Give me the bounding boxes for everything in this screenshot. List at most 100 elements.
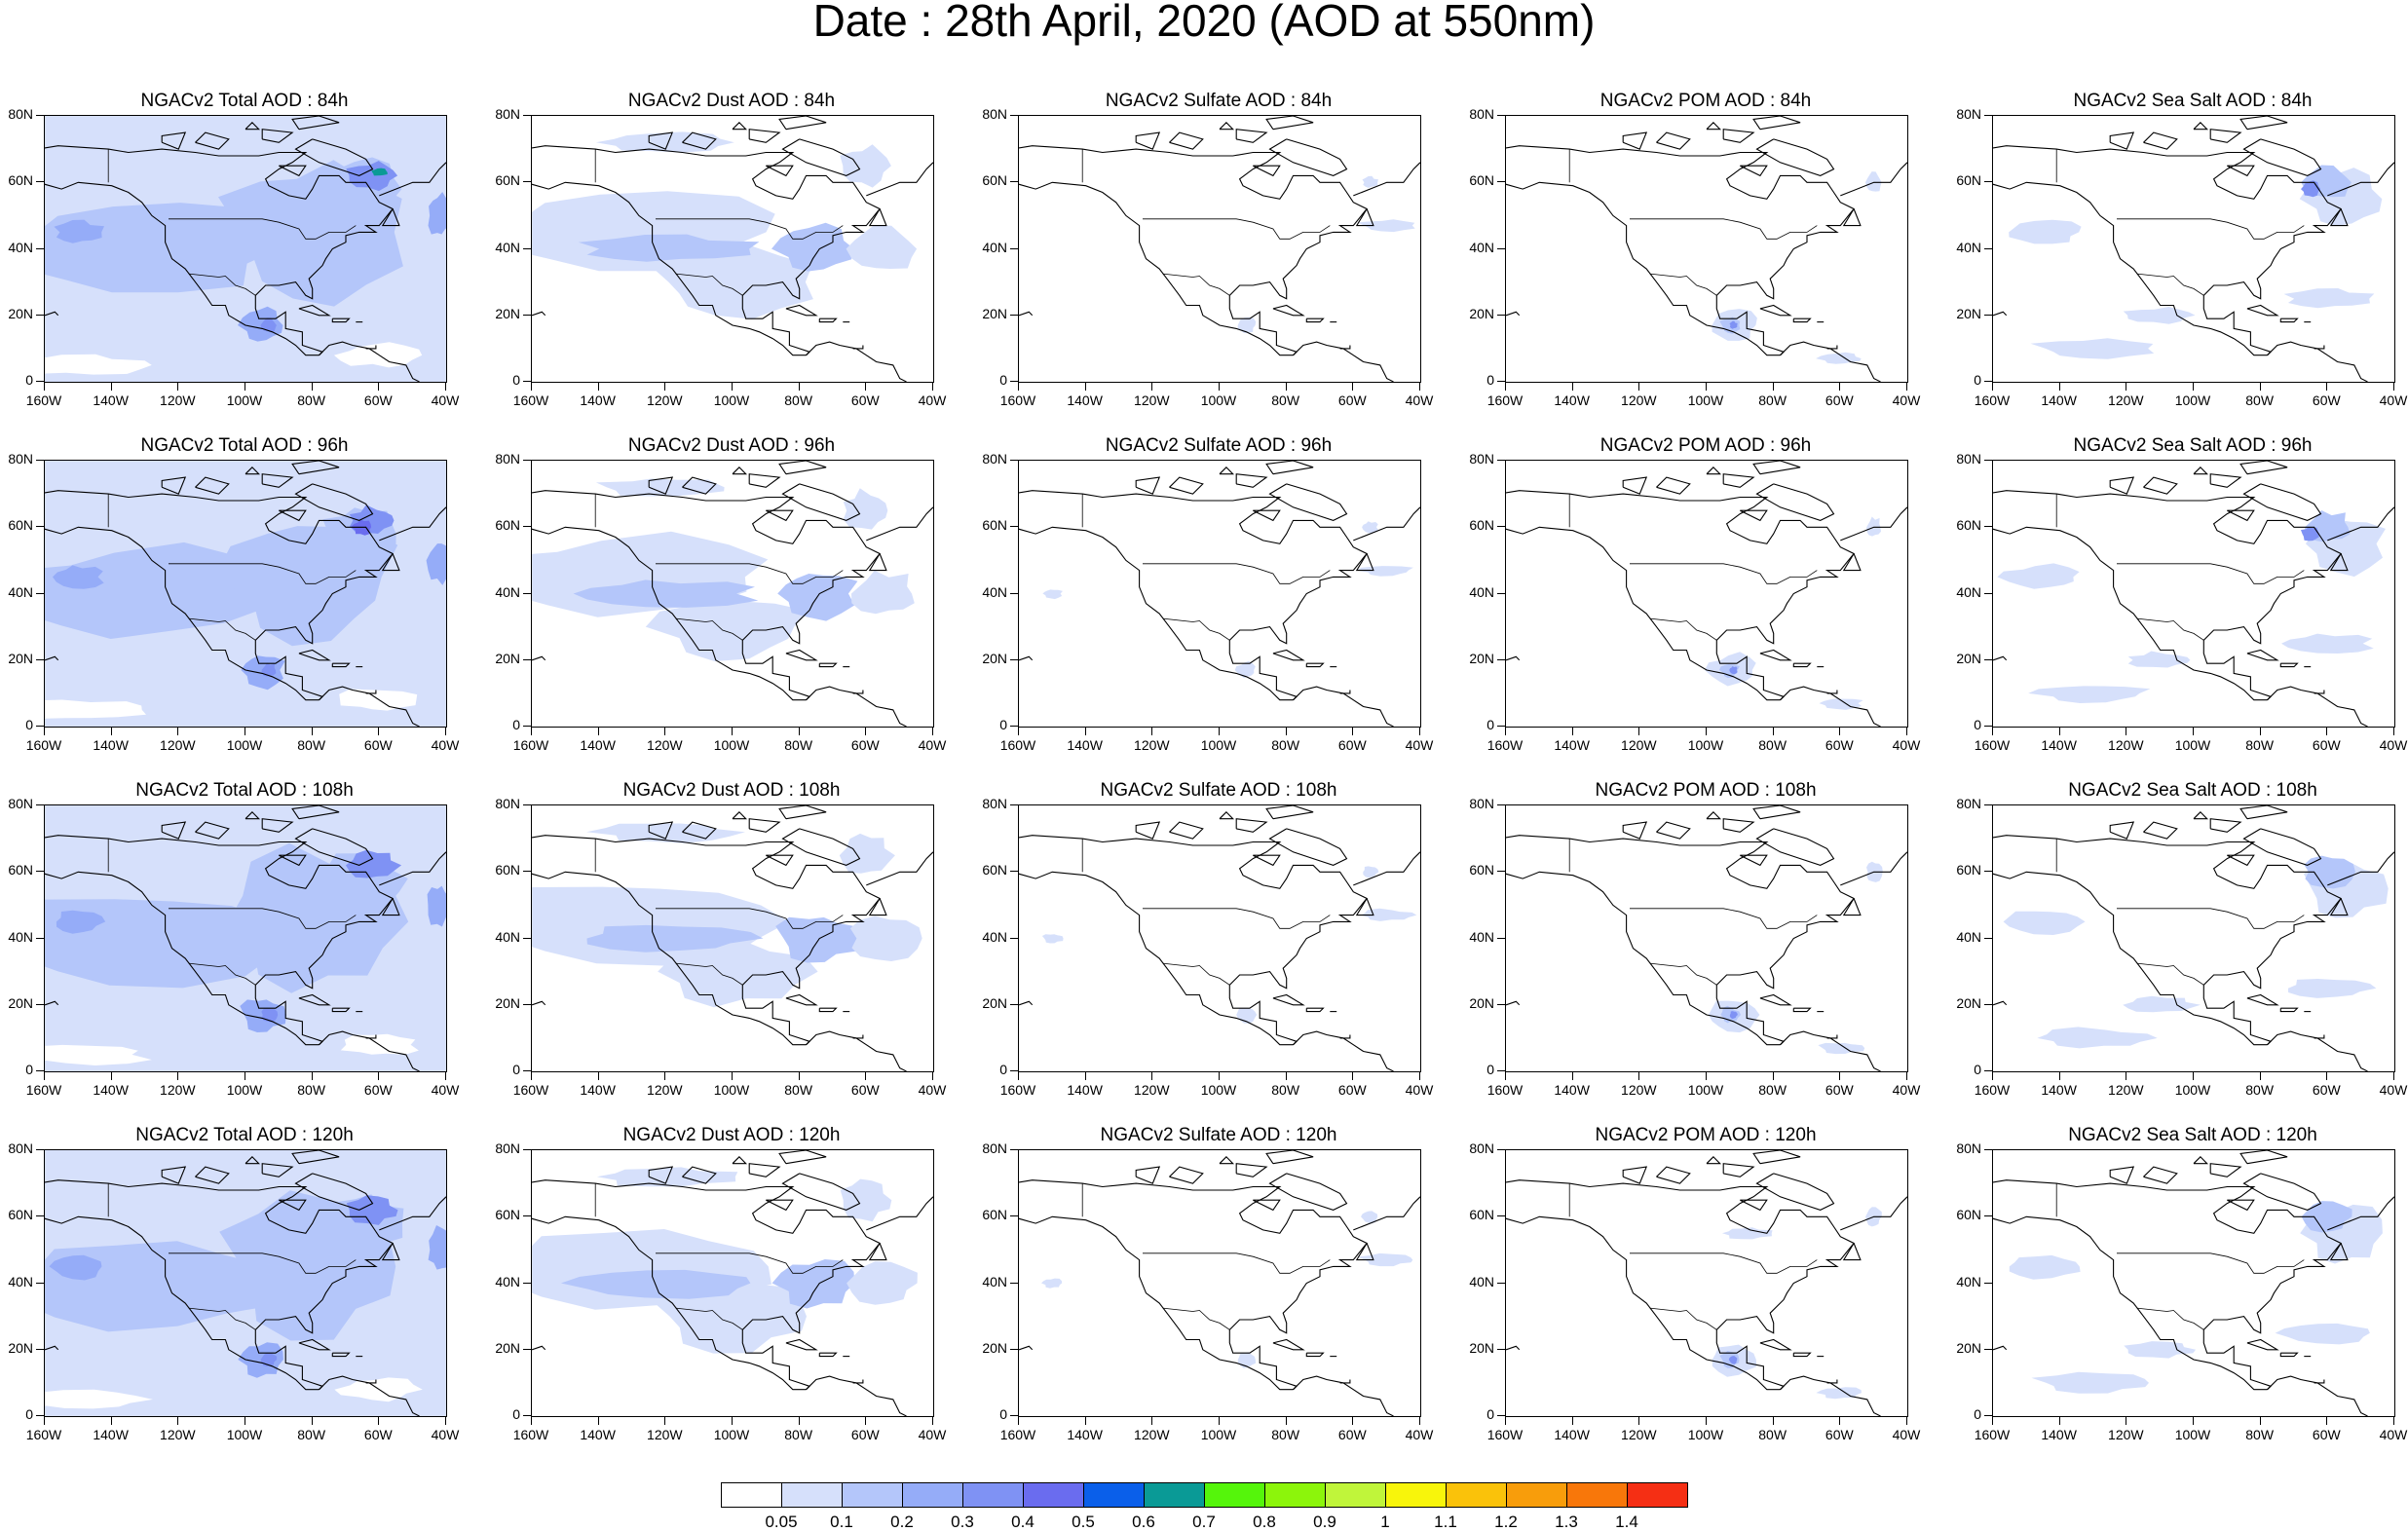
latitude-label: 60N xyxy=(982,172,1007,189)
coastline xyxy=(2314,345,2325,350)
longitude-label: 40W xyxy=(1892,1427,1921,1442)
map-svg xyxy=(532,1150,933,1416)
aod-contour-area xyxy=(2275,1323,2370,1345)
longitude-tick xyxy=(531,383,532,391)
latitude-label: 40N xyxy=(1469,928,1494,945)
latitude-label: 60N xyxy=(1956,862,1981,878)
longitude-label: 100W xyxy=(226,392,263,408)
coastline xyxy=(1235,473,1268,488)
coastline xyxy=(2279,1352,2299,1358)
longitude-label: 120W xyxy=(2108,1082,2144,1098)
longitude-label: 80W xyxy=(784,1427,813,1442)
longitude-tick xyxy=(932,383,933,391)
latitude-label: 0 xyxy=(25,1406,33,1422)
longitude-label: 40W xyxy=(1892,1082,1921,1098)
coastline xyxy=(2209,1163,2242,1177)
coastline xyxy=(1993,145,2342,356)
longitude-tick xyxy=(44,1072,45,1080)
coastline xyxy=(2209,818,2242,833)
longitude-tick xyxy=(311,728,313,735)
latitude-tick xyxy=(1010,247,1018,249)
map-svg xyxy=(1019,1150,1420,1416)
longitude-tick xyxy=(1992,728,1993,735)
longitude-tick xyxy=(732,728,733,735)
coastline xyxy=(1219,122,1235,131)
aod-contour-area xyxy=(2281,633,2374,654)
aod-contour-area xyxy=(260,318,277,332)
colorbar-swatch xyxy=(1506,1482,1567,1508)
longitude-label: 60W xyxy=(850,1427,880,1442)
latitude-tick xyxy=(1984,937,1992,939)
coastline xyxy=(261,1163,294,1177)
aod-contour-area xyxy=(2123,995,2201,1013)
latitude-tick xyxy=(1497,526,1505,528)
latitude-tick xyxy=(36,1070,44,1071)
coastline xyxy=(291,461,340,475)
coastline xyxy=(1169,131,1204,150)
aod-contour-area xyxy=(1356,566,1413,577)
coastline xyxy=(45,1000,59,1006)
coastline xyxy=(2143,131,2178,150)
coastline xyxy=(1339,345,1351,350)
latitude-label: 0 xyxy=(1486,1406,1494,1422)
latitude-label: 80N xyxy=(495,1140,520,1156)
border-line xyxy=(1630,563,1818,584)
coastline xyxy=(45,1215,320,1391)
coastline xyxy=(2227,854,2255,867)
map-svg xyxy=(1019,805,1420,1071)
longitude-tick xyxy=(1018,1072,1019,1080)
longitude-tick xyxy=(597,1072,599,1080)
latitude-label: 80N xyxy=(1469,106,1494,122)
longitude-tick xyxy=(1638,1072,1640,1080)
longitude-label: 140W xyxy=(580,1082,616,1098)
coastline xyxy=(2193,1156,2209,1165)
longitude-tick xyxy=(664,728,666,735)
latitude-tick xyxy=(1984,526,1992,528)
coastline xyxy=(2329,208,2349,227)
latitude-tick xyxy=(1010,1070,1018,1071)
coastline xyxy=(261,818,294,833)
coastline xyxy=(1353,162,1420,197)
map-svg xyxy=(532,805,933,1071)
coastline xyxy=(1235,129,1268,143)
coastline xyxy=(279,854,307,867)
latitude-label: 40N xyxy=(982,928,1007,945)
latitude-label: 20N xyxy=(8,305,33,321)
latitude-tick xyxy=(1984,1348,1992,1350)
longitude-label: 160W xyxy=(512,737,549,753)
latitude-label: 20N xyxy=(982,650,1007,666)
coastline xyxy=(294,1173,374,1211)
latitude-tick xyxy=(1984,1003,1992,1005)
longitude-tick xyxy=(1992,383,1993,391)
latitude-tick xyxy=(36,1415,44,1416)
latitude-tick xyxy=(1497,592,1505,594)
map-svg xyxy=(1506,1150,1907,1416)
coastline xyxy=(1506,181,1781,356)
border-line xyxy=(169,908,357,929)
border-line xyxy=(1162,962,1230,986)
longitude-tick xyxy=(1151,1417,1153,1425)
longitude-label: 60W xyxy=(2312,1082,2341,1098)
longitude-tick xyxy=(1571,1417,1573,1425)
latitude-tick xyxy=(36,460,44,461)
coastline xyxy=(532,145,881,356)
longitude-tick xyxy=(110,1072,112,1080)
panel-title: NGACv2 Sulfate AOD : 84h xyxy=(1105,91,1333,111)
coastline xyxy=(298,304,331,317)
coastline xyxy=(279,1199,307,1212)
latitude-label: 60N xyxy=(1469,862,1494,878)
coastline xyxy=(331,1352,351,1358)
coastline xyxy=(2279,662,2299,668)
coastline xyxy=(868,898,887,916)
latitude-label: 60N xyxy=(8,862,33,878)
longitude-tick xyxy=(2058,1417,2060,1425)
longitude-label: 140W xyxy=(580,392,616,408)
longitude-label: 160W xyxy=(512,1082,549,1098)
coastline xyxy=(1019,1000,1034,1006)
colorbar-swatch xyxy=(721,1482,782,1508)
longitude-label: 160W xyxy=(1974,1082,2011,1098)
coastline xyxy=(1293,1030,1394,1071)
longitude-label: 100W xyxy=(226,1427,263,1442)
colorbar-swatch xyxy=(842,1482,903,1508)
longitude-tick xyxy=(1505,1072,1506,1080)
